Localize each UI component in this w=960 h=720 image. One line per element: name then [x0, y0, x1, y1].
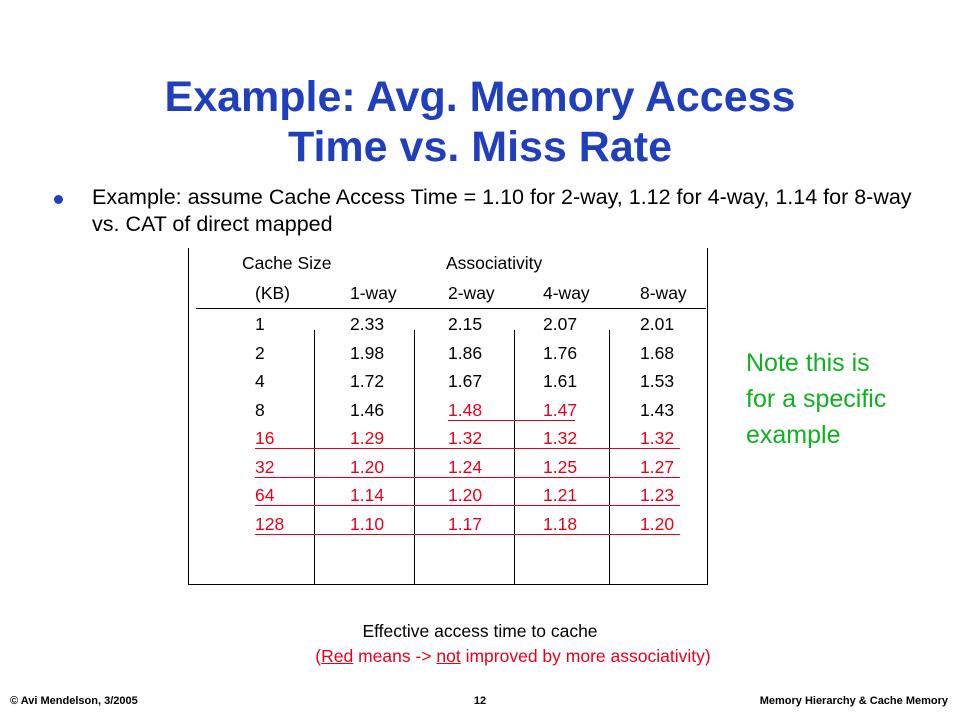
- table-cell-value: 1.86: [448, 342, 483, 363]
- table-frame: [188, 248, 708, 585]
- header-associativity: Associativity: [446, 253, 543, 273]
- table-cell-value: 1.53: [640, 371, 675, 391]
- caption-legend: (Red means -> not improved by more assoc…: [0, 645, 960, 667]
- table-cell-value: 2.01: [640, 314, 675, 334]
- column-divider: [414, 330, 415, 584]
- table-cell-value: 1.24: [448, 456, 483, 477]
- table-cell-value: 1.72: [350, 371, 385, 391]
- caption-not-word: not: [436, 646, 461, 666]
- red-underline: [255, 476, 680, 478]
- table-cell-size: 32: [255, 456, 275, 477]
- caption-main: Effective access time to cache: [362, 621, 598, 641]
- red-underline: [255, 448, 680, 449]
- table-cell-value: 1.46: [350, 399, 385, 420]
- table-cell-value: 1.67: [448, 371, 483, 391]
- table-cell-value: 1.20: [350, 456, 385, 477]
- note-line: example: [746, 421, 841, 449]
- table-cell-value: 1.76: [543, 342, 578, 363]
- footer-topic: Memory Hierarchy & Cache Memory: [759, 695, 948, 707]
- title-line-1: Example: Avg. Memory Access: [164, 73, 796, 121]
- table-cell-size: 64: [255, 485, 275, 505]
- table-cell-value: 1.27: [640, 456, 675, 477]
- table-cell-value: 1.61: [543, 371, 578, 391]
- table-cell-value: 1.47: [543, 399, 578, 420]
- table-cell-value: 1.32: [640, 428, 675, 448]
- table-cell-value: 1.48: [448, 399, 483, 420]
- table-cell-value: 2.07: [543, 314, 578, 334]
- table-cell-size: 2: [255, 342, 265, 363]
- column-header: (KB): [255, 283, 290, 303]
- table-cell-size: 16: [255, 428, 275, 448]
- table-cell-value: 1.25: [543, 456, 578, 477]
- header-cache-size: Cache Size: [242, 253, 332, 273]
- column-divider: [514, 330, 515, 584]
- note-text: Note this is for a specific example: [746, 345, 946, 453]
- table-cell-size: 1: [255, 314, 265, 334]
- table-cell-size: 128: [255, 513, 285, 534]
- table-cell-value: 1.14: [350, 485, 385, 505]
- table-cell-value: 1.23: [640, 485, 675, 505]
- title-line-2: Time vs. Miss Rate: [288, 123, 672, 171]
- bullet-text: Example: assume Cache Access Time = 1.10…: [92, 185, 912, 236]
- red-underline: [255, 533, 680, 535]
- caption-middle: means ->: [353, 646, 437, 666]
- column-header: 8-way: [640, 283, 687, 303]
- note-line: Note this is: [746, 349, 870, 377]
- column-divider: [609, 330, 610, 584]
- table-cell-size: 4: [255, 371, 265, 391]
- column-header: 4-way: [543, 283, 590, 303]
- table-cell-value: 1.10: [350, 513, 385, 534]
- caption-red-word: Red: [321, 646, 354, 666]
- table-cell-size: 8: [255, 399, 265, 420]
- table-cell-value: 1.98: [350, 342, 385, 363]
- column-header: 1-way: [350, 283, 397, 303]
- table-cell-value: 1.21: [543, 485, 578, 505]
- table-cell-value: 1.29: [350, 428, 385, 448]
- table-cell-value: 1.17: [448, 513, 483, 534]
- table-cell-value: 1.68: [640, 342, 675, 363]
- caption-end: improved by more associativity): [460, 646, 711, 666]
- red-underline: [448, 419, 575, 421]
- table-cell-value: 1.18: [543, 513, 578, 534]
- header-underline: [196, 308, 706, 309]
- red-underline: [255, 505, 680, 506]
- column-header: 2-way: [448, 283, 495, 303]
- footer-copyright: © Avi Mendelson, 3/2005: [10, 695, 138, 707]
- footer-page-number: 12: [473, 695, 487, 707]
- table-cell-value: 1.32: [448, 428, 483, 448]
- table-cell-value: 2.15: [448, 314, 483, 334]
- table-cell-value: 1.20: [448, 485, 483, 505]
- column-divider: [314, 330, 315, 584]
- note-line: for a specific: [746, 385, 887, 413]
- bullet-dot-icon: [54, 195, 63, 204]
- table-cell-value: 1.43: [640, 399, 675, 420]
- table-cell-value: 1.32: [543, 428, 578, 448]
- slide-title: Example: Avg. Memory Access Time vs. Mis…: [0, 72, 960, 172]
- table-cell-value: 1.20: [640, 513, 675, 534]
- caption-paren: (: [315, 646, 322, 666]
- table-cell-value: 2.33: [350, 314, 385, 334]
